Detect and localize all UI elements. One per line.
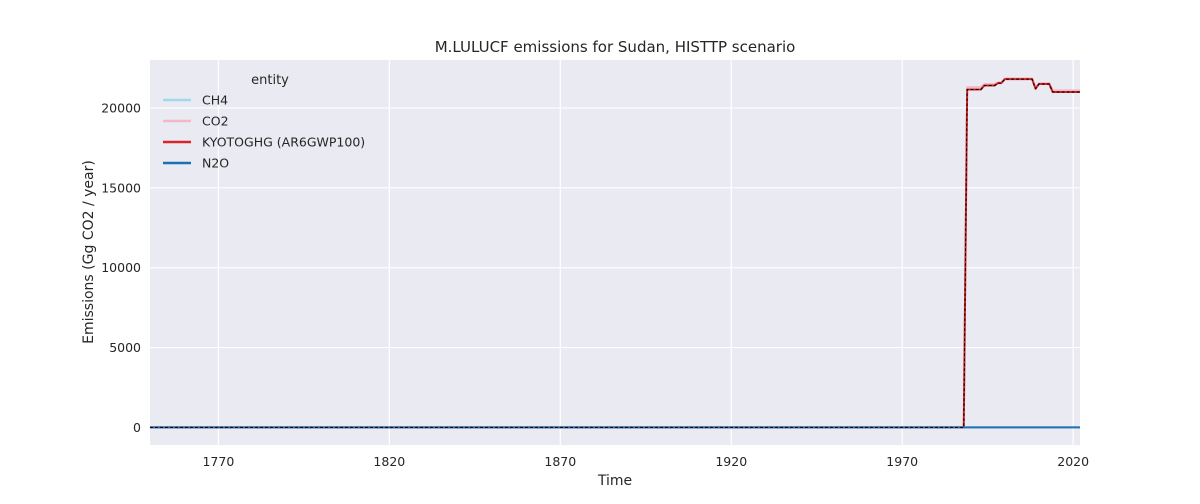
y-tick-label: 0 bbox=[133, 420, 141, 435]
y-tick-label: 5000 bbox=[109, 340, 141, 355]
x-tick-label: 1970 bbox=[886, 454, 918, 469]
legend-label: N2O bbox=[202, 156, 229, 171]
y-tick-label: 10000 bbox=[101, 260, 141, 275]
chart-title: M.LULUCF emissions for Sudan, HISTTP sce… bbox=[435, 38, 796, 56]
x-tick-label: 1870 bbox=[544, 454, 576, 469]
series-lines bbox=[150, 77, 1080, 429]
legend-label: CO2 bbox=[202, 114, 229, 129]
y-tick-labels: 0 5000 10000 15000 20000 bbox=[101, 100, 141, 435]
x-axis-label: Time bbox=[597, 473, 632, 489]
legend: entity CH4 CO2 KYOTOGHG (AR6GWP100) N2O bbox=[163, 73, 365, 171]
legend-title: entity bbox=[251, 73, 289, 88]
series-line-kyotoghg-ar6gwp100 bbox=[150, 78, 1080, 429]
x-tick-labels: 1770 1820 1870 1920 1970 2020 bbox=[202, 454, 1089, 469]
y-tick-label: 20000 bbox=[101, 100, 141, 115]
legend-label: KYOTOGHG (AR6GWP100) bbox=[202, 135, 365, 150]
legend-label: CH4 bbox=[202, 93, 228, 108]
x-tick-label: 1820 bbox=[373, 454, 405, 469]
y-axis-label: Emissions (Gg CO2 / year) bbox=[81, 160, 97, 344]
y-tick-label: 15000 bbox=[101, 180, 141, 195]
x-tick-label: 1770 bbox=[202, 454, 234, 469]
x-tick-label: 2020 bbox=[1057, 454, 1089, 469]
plot-background bbox=[150, 60, 1080, 445]
x-tick-label: 1920 bbox=[715, 454, 747, 469]
